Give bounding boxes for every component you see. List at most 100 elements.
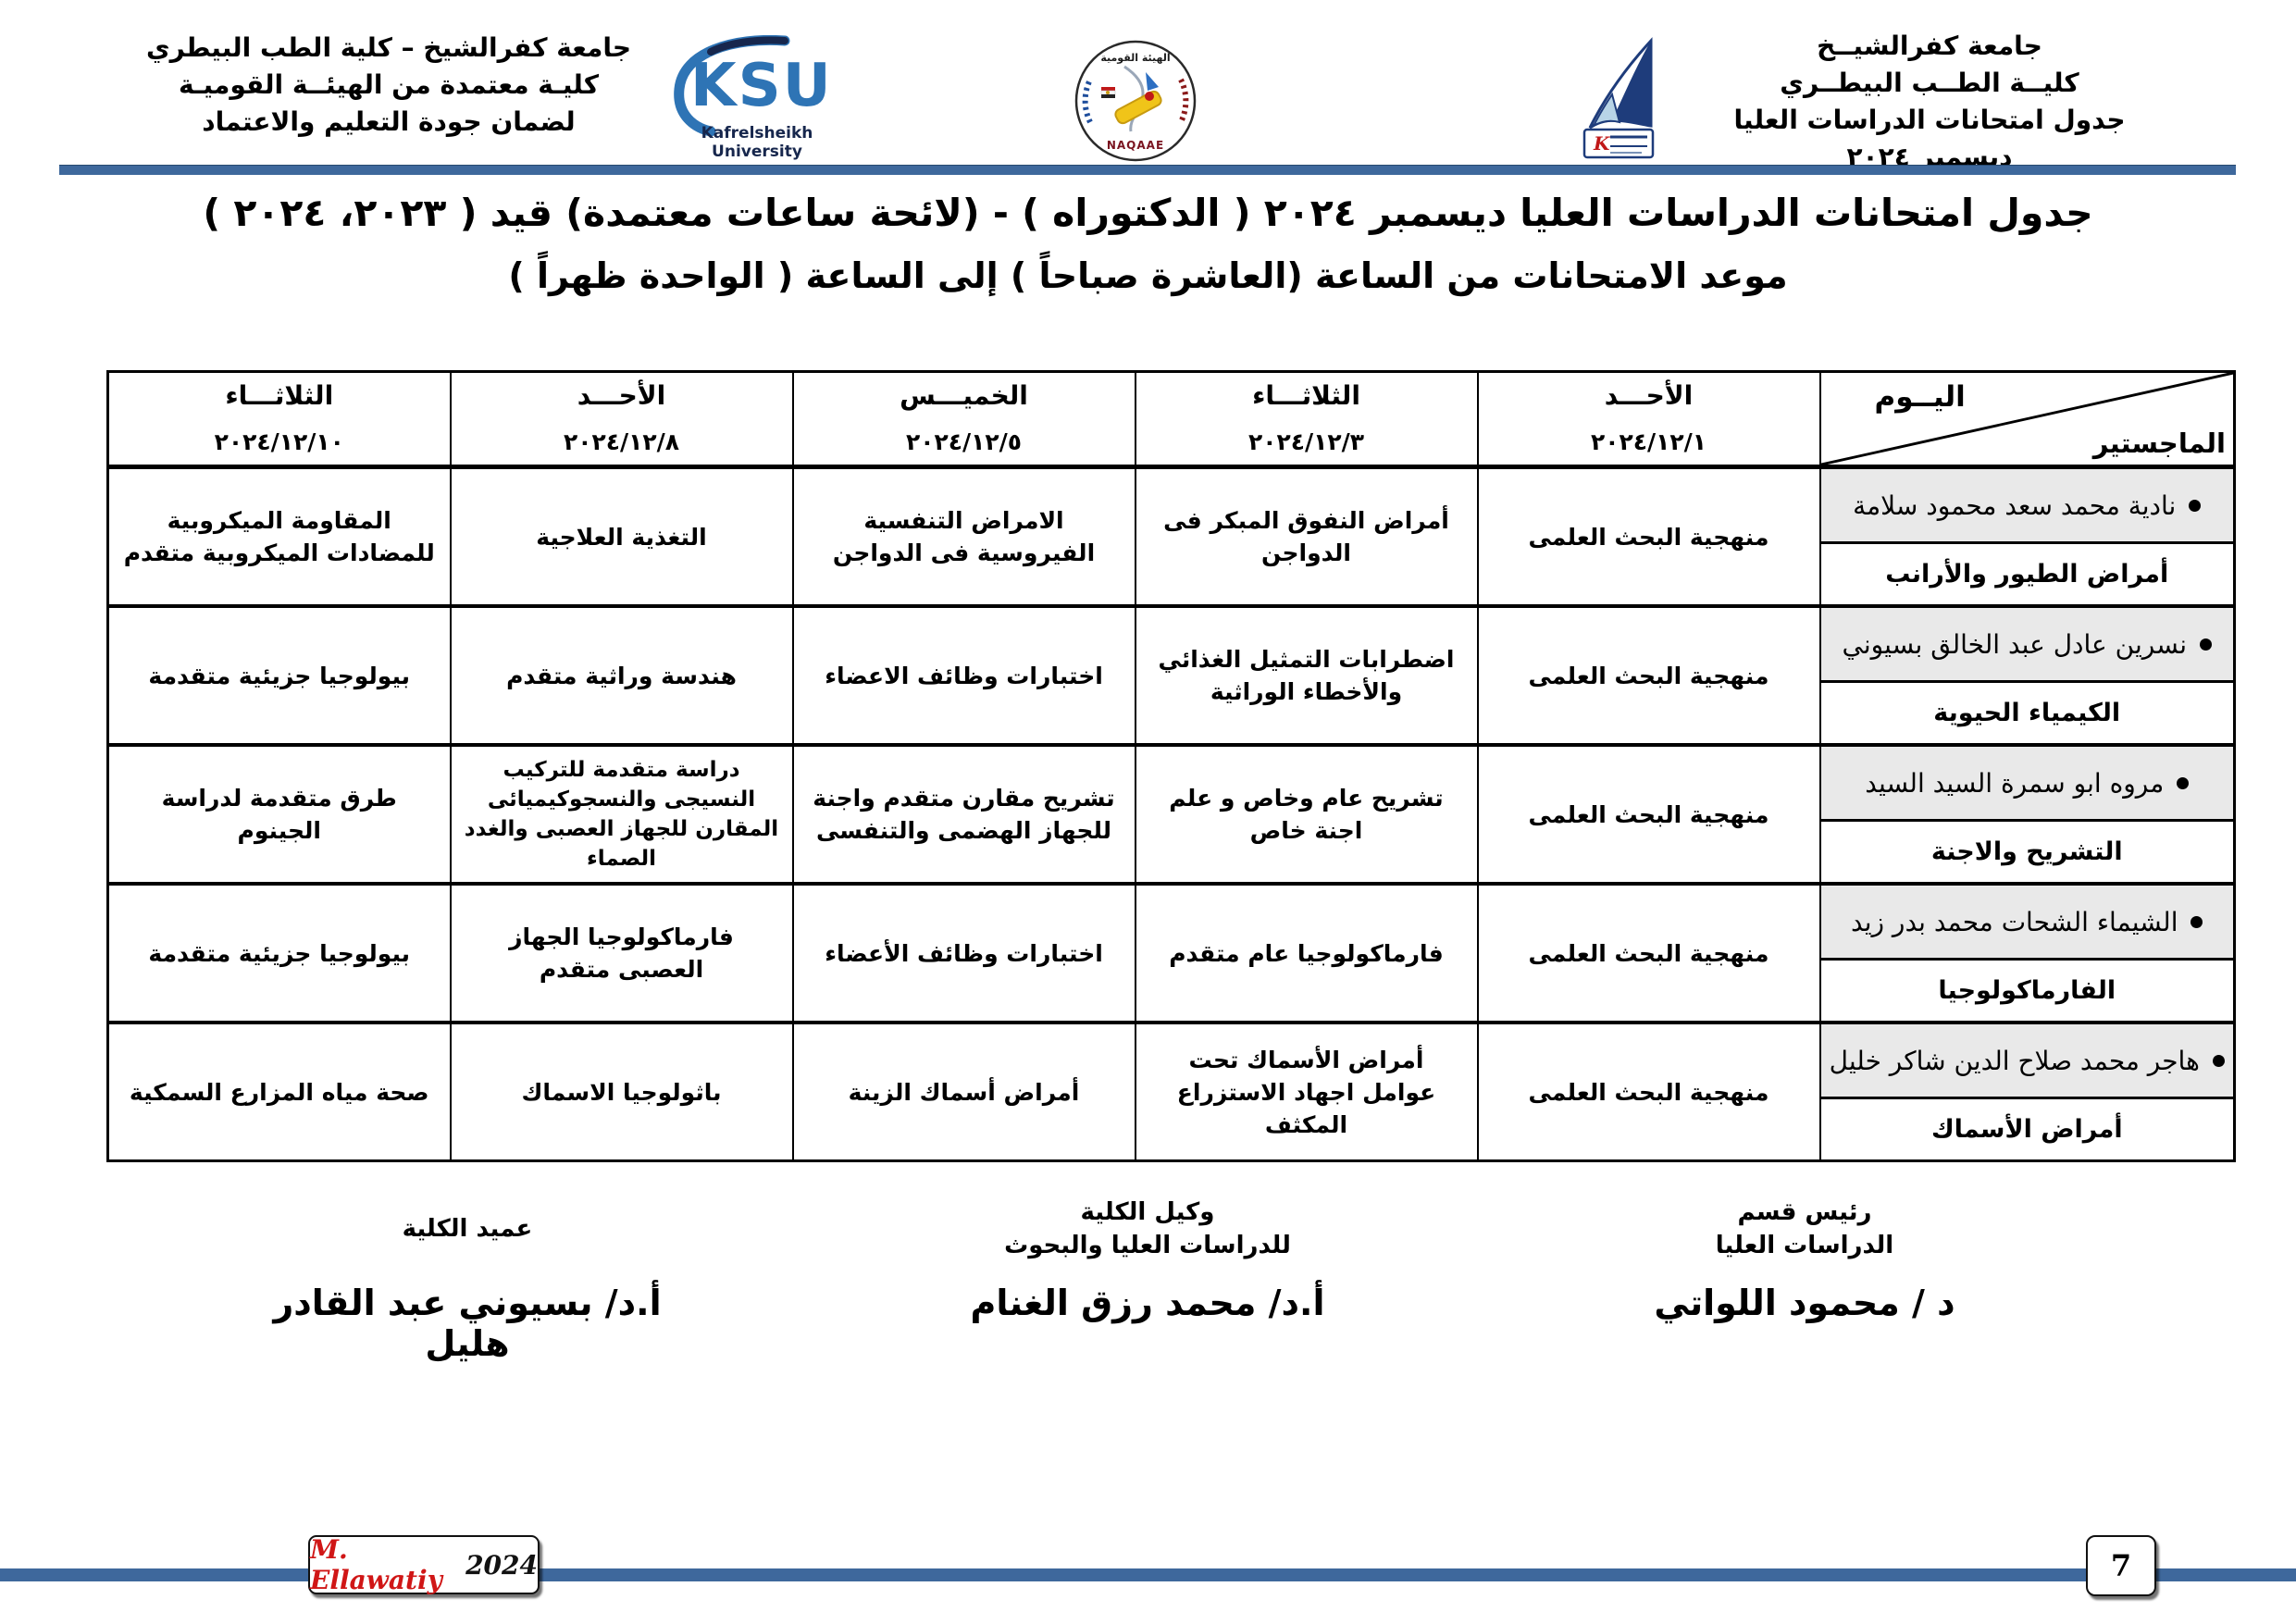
day-date: ٢٠٢٤/١٢/٨ bbox=[563, 428, 680, 455]
day-column-header: الأحـــد ٢٠٢٤/١٢/٨ bbox=[449, 370, 794, 469]
student-cell: مروه ابو سمرة السيد السيد التشريح والاجن… bbox=[1818, 743, 2236, 885]
student-name: هاجر محمد صلاح الدين شاكر خليل bbox=[1829, 1045, 2200, 1076]
corner-cell: اليــوم الماجستير bbox=[1818, 370, 2236, 469]
day-date: ٢٠٢٤/١٢/٣ bbox=[1247, 428, 1365, 455]
table-row: هاجر محمد صلاح الدين شاكر خليل أمراض الأ… bbox=[106, 1021, 2236, 1162]
ksu-logo: KSU Kafrelsheikh University bbox=[646, 35, 859, 161]
ksu-caption: Kafrelsheikh University bbox=[701, 124, 813, 161]
student-cell: الشيماء الشحات محمد بدر زيد الفارماكولوج… bbox=[1818, 882, 2236, 1023]
accreditation-line1: كليـة معتمدة من الهيئــة القوميـة bbox=[179, 69, 599, 100]
exam-time-subtitle: موعد الامتحانات من الساعة (العاشرة صباحا… bbox=[508, 255, 1788, 296]
corner-masters-label: الماجستير bbox=[2092, 428, 2226, 459]
table-row: نسرين عادل عبد الخالق بسيوني الكيمياء ال… bbox=[106, 604, 2236, 746]
subject-cell: منهجية البحث العلمى bbox=[1476, 1021, 1821, 1162]
day-date: ٢٠٢٤/١٢/١٠ bbox=[214, 428, 344, 455]
page-number-box: 7 bbox=[2086, 1535, 2156, 1596]
signature-title-line: رئيس قسم bbox=[1737, 1197, 1872, 1226]
schedule-name-ar: جدول امتحانات الدراسات العليا ديسمبر ٢٠٢… bbox=[1733, 105, 2126, 172]
ksu-arc-icon bbox=[674, 35, 790, 137]
day-name: الخميـــس bbox=[900, 380, 1028, 411]
subject-cell: الامراض التنفسية الفيروسية فى الدواجن bbox=[791, 465, 1136, 607]
credit-box: M. Ellawatiy 2024 bbox=[308, 1534, 540, 1595]
day-date: ٢٠٢٤/١٢/١ bbox=[1590, 428, 1707, 455]
subject-cell: أمراض أسماك الزينة bbox=[791, 1021, 1136, 1162]
page-number: 7 bbox=[2110, 1548, 2132, 1583]
sailboat-icon: K bbox=[1582, 37, 1655, 159]
student-name: نادية محمد سعد محمود سلامة bbox=[1853, 490, 2177, 521]
signature-title: عميد الكلية bbox=[268, 1196, 666, 1262]
signature-name: د / محمود اللواتي bbox=[1654, 1283, 1955, 1323]
credit-year: 2024 bbox=[465, 1549, 538, 1581]
subject-cell: فارماكولوجيا عام متقدم bbox=[1134, 882, 1479, 1023]
signature-block-vice-dean: وكيل الكلية للدراسات العليا والبحوث أ.د/… bbox=[953, 1196, 1342, 1324]
bullet-icon bbox=[2189, 499, 2202, 512]
subject-cell: فارماكولوجيا الجهاز العصبى متقدم bbox=[449, 882, 794, 1023]
signature-title: رئيس قسم الدراسات العليا bbox=[1629, 1196, 1980, 1262]
student-name-cell: نسرين عادل عبد الخالق بسيوني bbox=[1820, 608, 2233, 683]
department-name: الكيمياء الحيوية bbox=[1820, 683, 2233, 743]
student-name-cell: هاجر محمد صلاح الدين شاكر خليل bbox=[1820, 1024, 2233, 1099]
subject-cell: اضطرابات التمثيل الغذائي والأخطاء الوراث… bbox=[1134, 604, 1479, 746]
signature-block-dean: عميد الكلية أ.د/ بسيوني عبد القادر هليل bbox=[268, 1196, 666, 1365]
student-name: مروه ابو سمرة السيد السيد bbox=[1865, 767, 2165, 799]
header-right-text: جامعة كفرالشيــخ كليــة الطــب البيطــري… bbox=[1684, 28, 2175, 176]
subject-cell: منهجية البحث العلمى bbox=[1476, 743, 1821, 885]
table-row: نادية محمد سعد محمود سلامة أمراض الطيور … bbox=[106, 465, 2236, 607]
credit-name: M. Ellawatiy bbox=[310, 1534, 442, 1595]
day-column-header: الأحـــد ٢٠٢٤/١٢/١ bbox=[1476, 370, 1821, 469]
naqaae-caption: NAQAAE bbox=[1106, 139, 1165, 152]
footer-divider bbox=[0, 1568, 2296, 1581]
naqaae-top-text: الهيئة القومية bbox=[1100, 52, 1171, 64]
day-name: الثلاثـــاء bbox=[225, 380, 334, 411]
bullet-icon bbox=[2199, 638, 2212, 651]
subject-cell: صحة مياه المزارع السمكية bbox=[106, 1021, 452, 1162]
department-name: الفارماكولوجيا bbox=[1820, 961, 2233, 1021]
department-name: التشريح والاجنة bbox=[1820, 822, 2233, 882]
subject-cell: أمراض النفوق المبكر فى الدواجن bbox=[1134, 465, 1479, 607]
signature-title: وكيل الكلية للدراسات العليا والبحوث bbox=[953, 1196, 1342, 1262]
student-name-cell: الشيماء الشحات محمد بدر زيد bbox=[1820, 886, 2233, 961]
subject-cell: منهجية البحث العلمى bbox=[1476, 465, 1821, 607]
subject-cell: منهجية البحث العلمى bbox=[1476, 604, 1821, 746]
subject-cell: المقاومة الميكروبية للمضادات الميكروبية … bbox=[106, 465, 452, 607]
signature-title-line: وكيل الكلية bbox=[1080, 1197, 1215, 1226]
exam-schedule-title: جدول امتحانات الدراسات العليا ديسمبر ٢٠٢… bbox=[203, 191, 2093, 235]
subject-cell: اختبارات وظائف الاعضاء bbox=[791, 604, 1136, 746]
student-name-cell: مروه ابو سمرة السيد السيد bbox=[1820, 747, 2233, 822]
subject-cell: باثولوجيا الاسماك bbox=[449, 1021, 794, 1162]
signature-title-line: عميد الكلية bbox=[402, 1214, 533, 1243]
student-name: الشيماء الشحات محمد بدر زيد bbox=[1851, 906, 2178, 937]
university-name-ar: جامعة كفرالشيــخ bbox=[1817, 31, 2042, 61]
day-date: ٢٠٢٤/١٢/٥ bbox=[905, 428, 1023, 455]
bullet-icon bbox=[2191, 915, 2203, 928]
subject-cell: تشريح عام وخاص و علم اجنة خاص bbox=[1134, 743, 1479, 885]
diagonal-line-icon bbox=[1820, 373, 2233, 465]
signature-title-line: للدراسات العليا والبحوث bbox=[1004, 1231, 1291, 1259]
day-name: الثلاثـــاء bbox=[1252, 380, 1360, 411]
subject-cell: تشريح مقارن متقدم واجنة للجهاز الهضمى وا… bbox=[791, 743, 1136, 885]
exam-schedule-table: اليــوم الماجستير الأحـــد ٢٠٢٤/١٢/١ الث… bbox=[106, 370, 2236, 1162]
faculty-name-ar: كليــة الطــب البيطــري bbox=[1780, 68, 2079, 98]
subject-cell: منهجية البحث العلمى bbox=[1476, 882, 1821, 1023]
subject-cell: اختبارات وظائف الأعضاء bbox=[791, 882, 1136, 1023]
university-faculty-line: جامعة كفرالشيخ – كلية الطب البيطري bbox=[145, 32, 632, 63]
day-name: الأحـــد bbox=[1604, 380, 1694, 411]
student-name: نسرين عادل عبد الخالق بسيوني bbox=[1842, 628, 2187, 660]
department-name: أمراض الطيور والأرانب bbox=[1820, 544, 2233, 604]
svg-text:K: K bbox=[1593, 132, 1611, 155]
subject-cell: بيولوجيا جزيئية متقدمة bbox=[106, 604, 452, 746]
table-row: الشيماء الشحات محمد بدر زيد الفارماكولوج… bbox=[106, 882, 2236, 1023]
accreditation-line2: لضمان جودة التعليم والاعتماد bbox=[202, 106, 576, 137]
signature-name: أ.د/ محمد رزق الغنام bbox=[970, 1283, 1325, 1323]
header-divider bbox=[59, 165, 2236, 175]
corner-day-label: اليــوم bbox=[1874, 380, 1966, 414]
subject-cell: هندسة وراثية متقدم bbox=[449, 604, 794, 746]
header-left-text: جامعة كفرالشيخ – كلية الطب البيطري كليـة… bbox=[88, 30, 689, 141]
naqaae-emblem-icon bbox=[1074, 40, 1197, 162]
signature-block-department-head: رئيس قسم الدراسات العليا د / محمود اللوا… bbox=[1629, 1196, 1980, 1324]
signature-title-line: الدراسات العليا bbox=[1715, 1231, 1894, 1259]
bullet-icon bbox=[2177, 776, 2190, 789]
day-name: الأحـــد bbox=[577, 380, 666, 411]
naqaae-logo-icon: الهيئة القومية NAQAAE bbox=[1074, 39, 1198, 163]
